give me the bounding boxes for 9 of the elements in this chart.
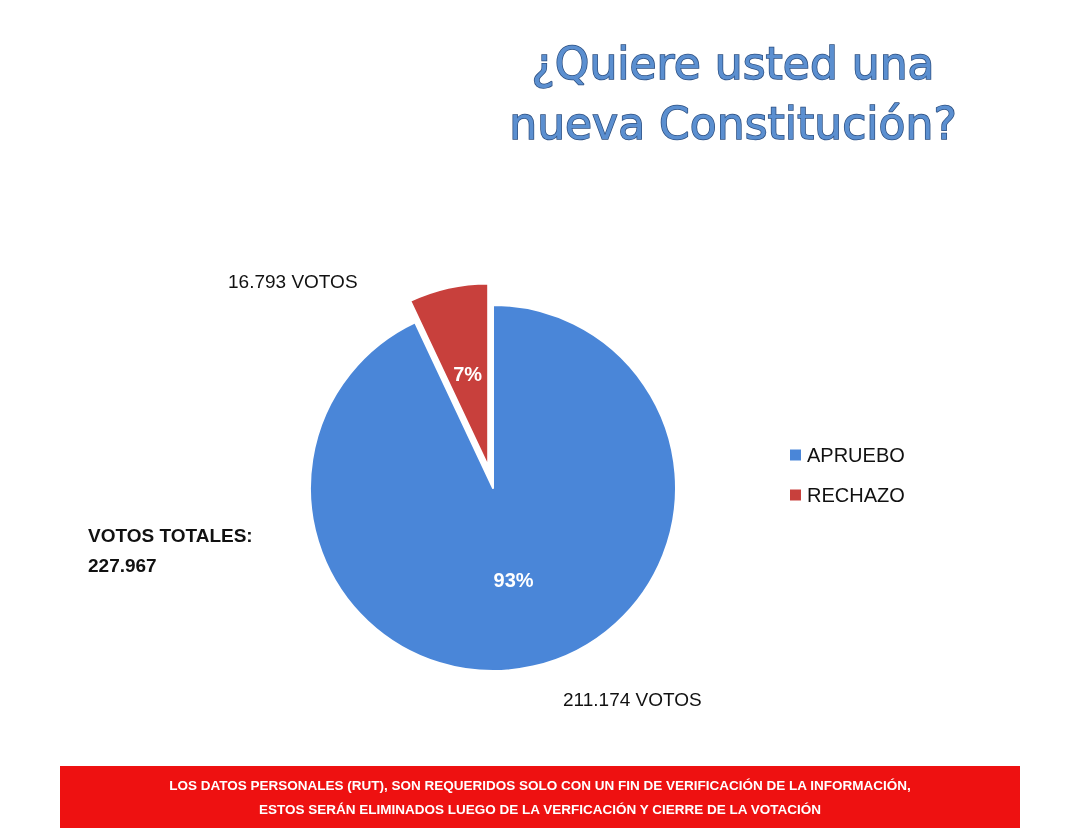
text: VOTOS TOTALES: 227.967 — [88, 524, 253, 576]
legend-label: RECHAZO — [807, 484, 905, 506]
data-label: 93% — [493, 569, 534, 592]
data-label: 7% — [453, 363, 483, 386]
legend-label: APRUEBO — [807, 444, 905, 466]
text: 16.793 VOTOS — [228, 270, 358, 292]
chart-title: ¿Quiere usted una nueva Constitución? — [509, 37, 957, 149]
text: LOS DATOS PERSONALES (RUT), SON REQUERIDOS SOLO CON UN FIN DE VERIFICACIÓN DE LA INFORMACIÓN, ESTOS SERÁN ELIMINADOS LUEGO DE LA VERFICACIÓN Y CIERRE DE LA VOTACIÓN — [169, 777, 911, 817]
text: 211.174 VOTOS — [563, 688, 702, 710]
